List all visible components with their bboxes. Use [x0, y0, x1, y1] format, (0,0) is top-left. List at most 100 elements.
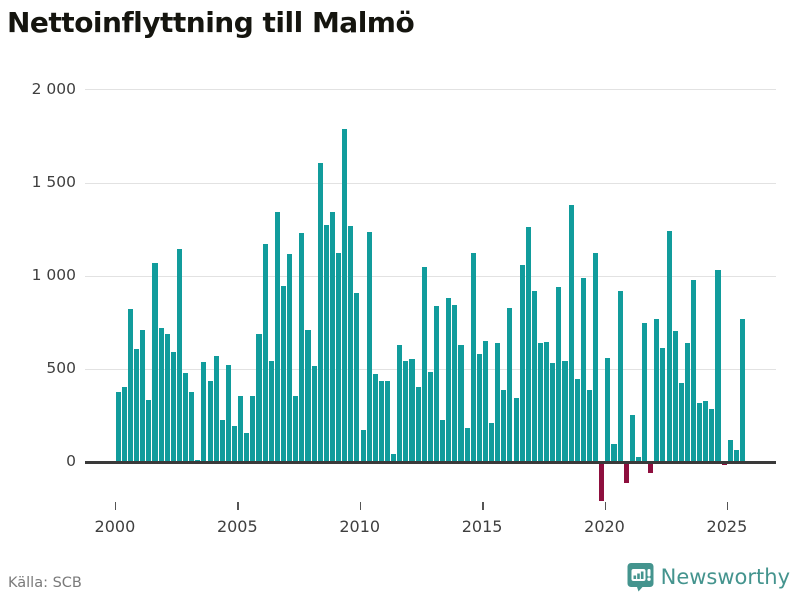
brand-footer: Newsworthy — [627, 562, 790, 592]
bar-2019-Q3 — [593, 252, 599, 463]
bar-2009-Q2 — [342, 129, 348, 463]
bar-2000-Q4 — [134, 348, 140, 463]
bar-2014-Q2 — [464, 427, 470, 463]
bar-2008-Q3 — [323, 224, 329, 463]
bar-2022-Q1 — [654, 318, 660, 463]
bar-2013-Q4 — [452, 304, 458, 463]
bar-2018-Q1 — [556, 287, 562, 463]
bar-2010-Q3 — [372, 373, 378, 463]
x-axis-label-2010: 2010 — [339, 517, 381, 536]
bar-2016-Q1 — [507, 307, 513, 463]
bar-2004-Q4 — [231, 425, 238, 463]
bar-2025-Q3 — [739, 318, 746, 463]
bar-2004-Q2 — [219, 420, 225, 463]
bar-2023-Q1 — [678, 383, 684, 463]
bar-2014-Q4 — [476, 354, 482, 463]
y-axis-label-1500: 1 500 — [31, 173, 76, 191]
bar-2019-Q1 — [580, 277, 586, 463]
bar-2018-Q4 — [574, 379, 580, 463]
bar-2018-Q2 — [562, 360, 568, 463]
bar-2001-Q3 — [152, 263, 158, 463]
bar-2012-Q4 — [427, 371, 433, 463]
y-axis-label-2000: 2 000 — [31, 79, 76, 98]
zero-axis-line — [85, 461, 776, 464]
bar-2013-Q1 — [433, 305, 440, 463]
bar-2011-Q4 — [403, 360, 409, 463]
bar-2002-Q2 — [170, 352, 176, 463]
bar-2009-Q4 — [354, 292, 360, 463]
bar-2000-Q3 — [127, 308, 134, 463]
bar-2004-Q1 — [213, 356, 219, 463]
bar-2009-Q3 — [348, 225, 354, 463]
bar-2006-Q2 — [268, 360, 274, 463]
x-tick-2015 — [482, 502, 484, 510]
y-gridline-1500 — [85, 182, 776, 184]
bar-2016-Q3 — [519, 264, 525, 463]
bar-2006-Q1 — [262, 243, 268, 463]
bar-2020-Q3 — [617, 290, 623, 463]
bar-2008-Q1 — [311, 366, 317, 463]
bar-2010-Q2 — [366, 232, 372, 463]
bar-2015-Q1 — [482, 341, 488, 463]
bar-2000-Q1 — [115, 392, 121, 463]
bar-2003-Q2 — [195, 459, 201, 463]
bar-2017-Q2 — [537, 343, 544, 463]
bar-2024-Q1 — [703, 400, 709, 463]
bar-2000-Q2 — [121, 386, 127, 463]
bar-2018-Q3 — [568, 205, 574, 463]
bar-2002-Q1 — [164, 333, 170, 463]
bar-2019-Q2 — [586, 389, 593, 463]
bar-2005-Q4 — [256, 333, 262, 463]
bar-2001-Q4 — [158, 328, 164, 463]
bar-2010-Q1 — [360, 429, 366, 463]
source-note: Källa: SCB — [8, 575, 82, 591]
bar-2011-Q3 — [397, 344, 403, 463]
bar-2021-Q2 — [635, 456, 641, 463]
y-axis-label-500: 500 — [46, 359, 76, 378]
bar-2023-Q4 — [697, 402, 703, 463]
bar-2015-Q2 — [489, 423, 495, 463]
bar-2023-Q3 — [690, 279, 697, 463]
bar-2015-Q3 — [495, 343, 501, 463]
bar-2019-Q4 — [599, 462, 605, 502]
x-tick-2010 — [359, 502, 362, 510]
bar-2004-Q3 — [225, 365, 231, 463]
bar-2024-Q3 — [715, 269, 721, 463]
y-axis-label-1000: 1 000 — [31, 266, 76, 285]
x-axis-label-2025: 2025 — [706, 517, 748, 536]
bar-2003-Q4 — [207, 381, 213, 463]
bar-2005-Q2 — [244, 433, 250, 463]
bar-2007-Q1 — [287, 253, 293, 463]
bar-2009-Q1 — [336, 252, 342, 463]
bar-2002-Q3 — [176, 249, 182, 463]
bar-2008-Q4 — [329, 211, 335, 463]
bar-2025-Q1 — [727, 439, 733, 463]
bar-2005-Q1 — [238, 396, 244, 463]
bar-2010-Q4 — [378, 381, 384, 463]
bar-2014-Q3 — [470, 252, 476, 463]
bar-2021-Q1 — [629, 414, 635, 463]
y-axis-label-0: 0 — [66, 452, 76, 471]
bar-2006-Q3 — [274, 211, 280, 463]
bar-2005-Q3 — [250, 396, 256, 463]
bar-2017-Q1 — [531, 290, 537, 463]
bar-2007-Q2 — [293, 396, 299, 463]
x-tick-2025 — [726, 502, 729, 510]
bar-2022-Q3 — [666, 231, 672, 463]
bar-2016-Q2 — [513, 398, 519, 463]
y-gridline-1000 — [85, 275, 776, 277]
bar-2022-Q2 — [660, 347, 666, 463]
bar-2020-Q1 — [605, 358, 611, 463]
x-axis-label-2000: 2000 — [94, 517, 136, 536]
y-gridline-500 — [85, 368, 776, 370]
bar-2015-Q4 — [501, 389, 507, 463]
bar-2017-Q3 — [544, 342, 550, 463]
bar-2006-Q4 — [280, 286, 287, 463]
bar-2001-Q2 — [146, 399, 152, 463]
newsworthy-logo-icon — [627, 562, 654, 592]
brand-name: Newsworthy — [660, 565, 790, 589]
bar-2014-Q1 — [458, 344, 464, 463]
bar-2020-Q2 — [611, 443, 617, 463]
